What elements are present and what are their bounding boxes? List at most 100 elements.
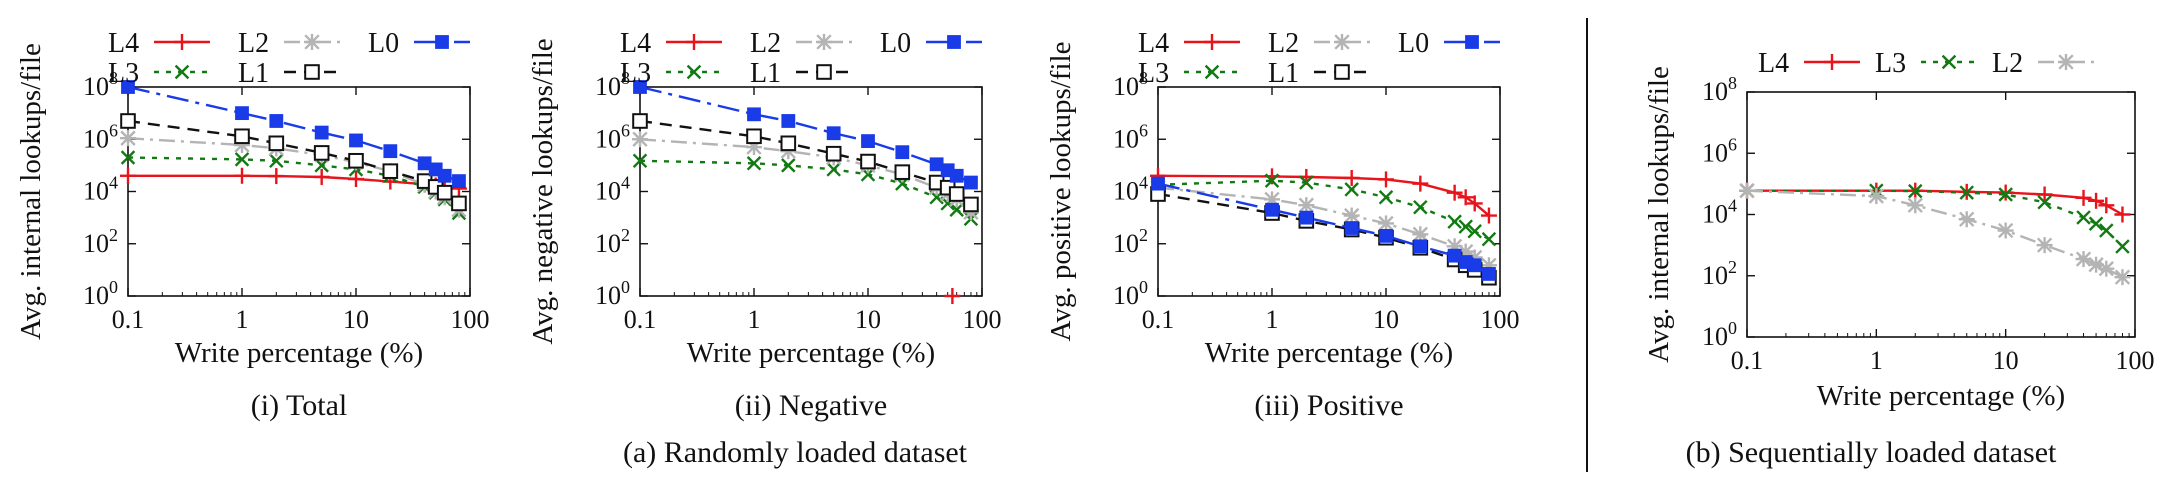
data-point	[826, 162, 841, 177]
x-tick-label: 0.1	[112, 305, 145, 334]
marker-open-square	[632, 113, 648, 129]
data-point	[382, 163, 399, 179]
data-point	[781, 114, 796, 128]
legend-label: L4	[620, 28, 651, 59]
marker-filled-square	[435, 35, 449, 49]
data-point	[1344, 182, 1359, 197]
marker-x-b	[1413, 199, 1428, 215]
data-point	[269, 153, 284, 169]
legend-label: L4	[1138, 28, 1169, 59]
data-point	[747, 107, 761, 122]
y-tick-label: 104	[595, 173, 630, 206]
marker-filled-square	[383, 144, 398, 159]
series-line	[1747, 189, 2124, 248]
legend: L4 L3 L2	[1758, 48, 2094, 79]
series-L4	[1739, 182, 2131, 223]
series-line	[639, 138, 972, 214]
data-point	[2114, 206, 2131, 223]
marker-open-square	[268, 135, 285, 152]
legend-label: L4	[1758, 48, 1789, 79]
legend-label: L3	[1875, 48, 1906, 79]
data-point	[234, 167, 250, 184]
data-point	[1907, 197, 1924, 214]
marker-x-b	[746, 156, 762, 171]
marker-x-b	[1204, 64, 1220, 80]
data-point	[1378, 215, 1394, 232]
subcaption: (ii) Negative	[735, 389, 887, 422]
data-point	[894, 164, 911, 180]
legend-label: L3	[620, 58, 651, 89]
panels: 0.1 1 10 100 100 102 104 106 108 Write percentage…	[15, 28, 2155, 422]
data-point	[314, 125, 329, 140]
marker-filled-square	[269, 114, 284, 128]
x-tick-label: 10	[855, 305, 881, 334]
marker-open-square	[816, 64, 832, 80]
data-point	[1343, 169, 1360, 186]
data-point	[1998, 187, 2013, 202]
series-line	[127, 85, 460, 183]
legend-label: L0	[368, 28, 399, 59]
series-line	[1157, 174, 1490, 217]
data-point	[2075, 189, 2092, 206]
data-point	[1457, 189, 1474, 206]
y-tick-label: 106	[1702, 134, 1737, 167]
data-point	[1413, 199, 1428, 215]
x-axis-label: Write percentage (%)	[1205, 337, 1453, 369]
data-point	[1264, 173, 1280, 188]
data-point	[944, 288, 961, 304]
legend: L4 L2 L0 L3 L1	[108, 28, 470, 89]
marker-x-b	[1467, 224, 1482, 239]
data-point	[1343, 207, 1360, 224]
data-point	[121, 80, 135, 94]
series-line	[127, 156, 460, 214]
legend: L4 L2 L0 L3 L1	[1138, 28, 1500, 89]
marker-x-b	[826, 162, 841, 177]
data-point	[1997, 184, 2014, 201]
marker-x-b	[1447, 214, 1462, 229]
legend-label: L3	[108, 58, 139, 89]
marker-filled-square	[235, 106, 249, 121]
marker-x-b	[1264, 173, 1280, 188]
data-point	[120, 167, 136, 184]
data-point	[1958, 211, 1975, 228]
marker-filled-square	[314, 125, 329, 140]
data-point	[2098, 260, 2115, 277]
marker-x-b	[949, 202, 964, 218]
series-line	[1157, 182, 1490, 275]
data-point	[826, 126, 841, 141]
marker-x-b	[1481, 231, 1497, 247]
y-tick-label: 106	[1113, 120, 1148, 153]
marker-x-b	[2088, 216, 2104, 231]
marker-filled-square	[947, 35, 961, 49]
series-L2	[120, 130, 467, 218]
marker-open-square	[120, 113, 136, 129]
data-point	[780, 135, 797, 152]
data-point	[437, 168, 452, 183]
subcaption: (iii) Positive	[1254, 389, 1403, 422]
y-tick-label: 102	[83, 225, 118, 258]
data-point	[235, 106, 249, 121]
data-point	[120, 150, 136, 165]
data-point	[2088, 216, 2104, 231]
data-point	[1447, 214, 1462, 229]
data-point	[1299, 210, 1314, 225]
legend-label: L2	[1992, 48, 2023, 79]
marker-x-b	[1299, 175, 1314, 190]
data-point	[1482, 267, 1496, 281]
data-point	[2036, 186, 2053, 203]
data-point	[1908, 183, 1923, 199]
marker-filled-square	[1467, 258, 1482, 273]
series-L4	[944, 288, 961, 304]
data-point	[1868, 188, 1885, 205]
data-point	[1466, 195, 1483, 212]
data-point	[1467, 258, 1482, 273]
marker-open-square	[451, 195, 467, 212]
legend-label: L2	[750, 28, 781, 59]
marker-filled-square	[949, 168, 964, 183]
plot-frame	[1746, 91, 2136, 338]
series-L2	[632, 131, 979, 221]
marker-filled-square	[1299, 210, 1314, 225]
